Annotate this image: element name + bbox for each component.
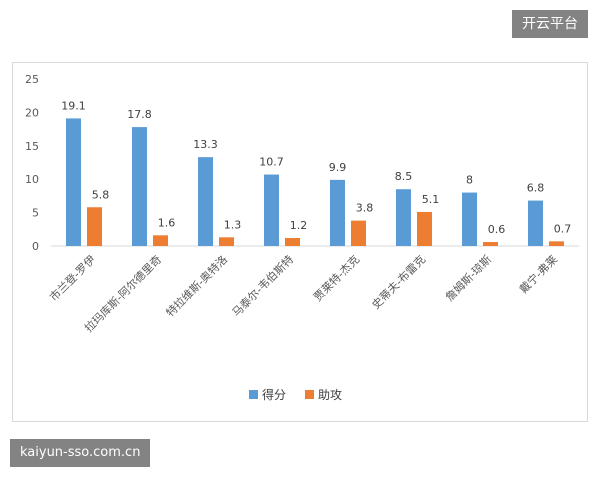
y-tick-label: 10 <box>25 173 39 186</box>
legend-swatch <box>249 390 258 399</box>
data-label: 0.7 <box>554 222 572 235</box>
data-label: 10.7 <box>259 156 284 169</box>
bar-score <box>330 179 345 246</box>
bar-score <box>132 127 147 246</box>
watermark-bottom: kaiyun-sso.com.cn <box>10 439 151 467</box>
x-category-label: 史蒂夫-布雷克 <box>369 253 428 312</box>
data-label: 5.1 <box>422 193 440 206</box>
chart-frame: 0 5 10 15 20 25 19.1 5.8 市兰登-罗伊 17.8 1.6 拉玛库斯-阿尔德里奇… <box>12 62 588 422</box>
data-label: 6.8 <box>527 182 545 195</box>
bar-assist <box>417 211 432 246</box>
data-label: 8 <box>466 174 473 187</box>
data-label: 3.8 <box>356 202 374 215</box>
y-tick-label: 5 <box>32 207 39 220</box>
data-label: 1.3 <box>224 218 242 231</box>
x-category-label: 詹姆斯-琼斯 <box>443 252 495 304</box>
x-category-label: 市兰登-罗伊 <box>47 252 99 304</box>
data-label: 0.6 <box>488 223 506 236</box>
bar-assist <box>351 220 366 246</box>
y-tick-label: 25 <box>25 73 39 86</box>
legend-swatch <box>305 390 314 399</box>
data-label: 19.1 <box>61 99 86 112</box>
y-tick-label: 20 <box>25 106 39 119</box>
y-tick-label: 15 <box>25 140 39 153</box>
data-label: 13.3 <box>193 138 218 151</box>
watermark-top: 开云平台 <box>512 10 588 38</box>
bar-assist <box>285 237 300 246</box>
legend-label: 助攻 <box>318 388 342 402</box>
x-category-label: 戴宁-弗莱 <box>516 252 560 296</box>
bar-score <box>462 192 477 246</box>
bar-chart: 051015202519.15.8市兰登-罗伊17.81.6拉玛库斯-阿尔德里奇… <box>25 73 579 402</box>
legend-label: 得分 <box>262 387 286 402</box>
bar-assist <box>219 237 234 246</box>
data-label: 1.2 <box>290 219 308 232</box>
bar-assist <box>483 241 498 246</box>
bar-assist <box>549 241 564 246</box>
data-label: 9.9 <box>329 161 347 174</box>
bar-assist <box>87 207 102 246</box>
y-tick-label: 0 <box>32 240 39 253</box>
data-label: 8.5 <box>395 170 413 183</box>
data-label: 5.8 <box>92 188 110 201</box>
x-category-label: 贾莱特-杰克 <box>311 252 363 304</box>
bar-score <box>264 174 279 246</box>
x-category-label: 特拉维斯-奥特洛 <box>163 252 230 319</box>
data-label: 1.6 <box>158 216 176 229</box>
bar-assist <box>153 235 168 246</box>
bar-score <box>198 157 213 246</box>
bar-score <box>528 200 543 246</box>
x-category-label: 马泰尔-韦伯斯特 <box>229 252 296 319</box>
bar-score <box>66 118 81 246</box>
data-label: 17.8 <box>127 108 152 121</box>
bar-score <box>396 189 411 246</box>
